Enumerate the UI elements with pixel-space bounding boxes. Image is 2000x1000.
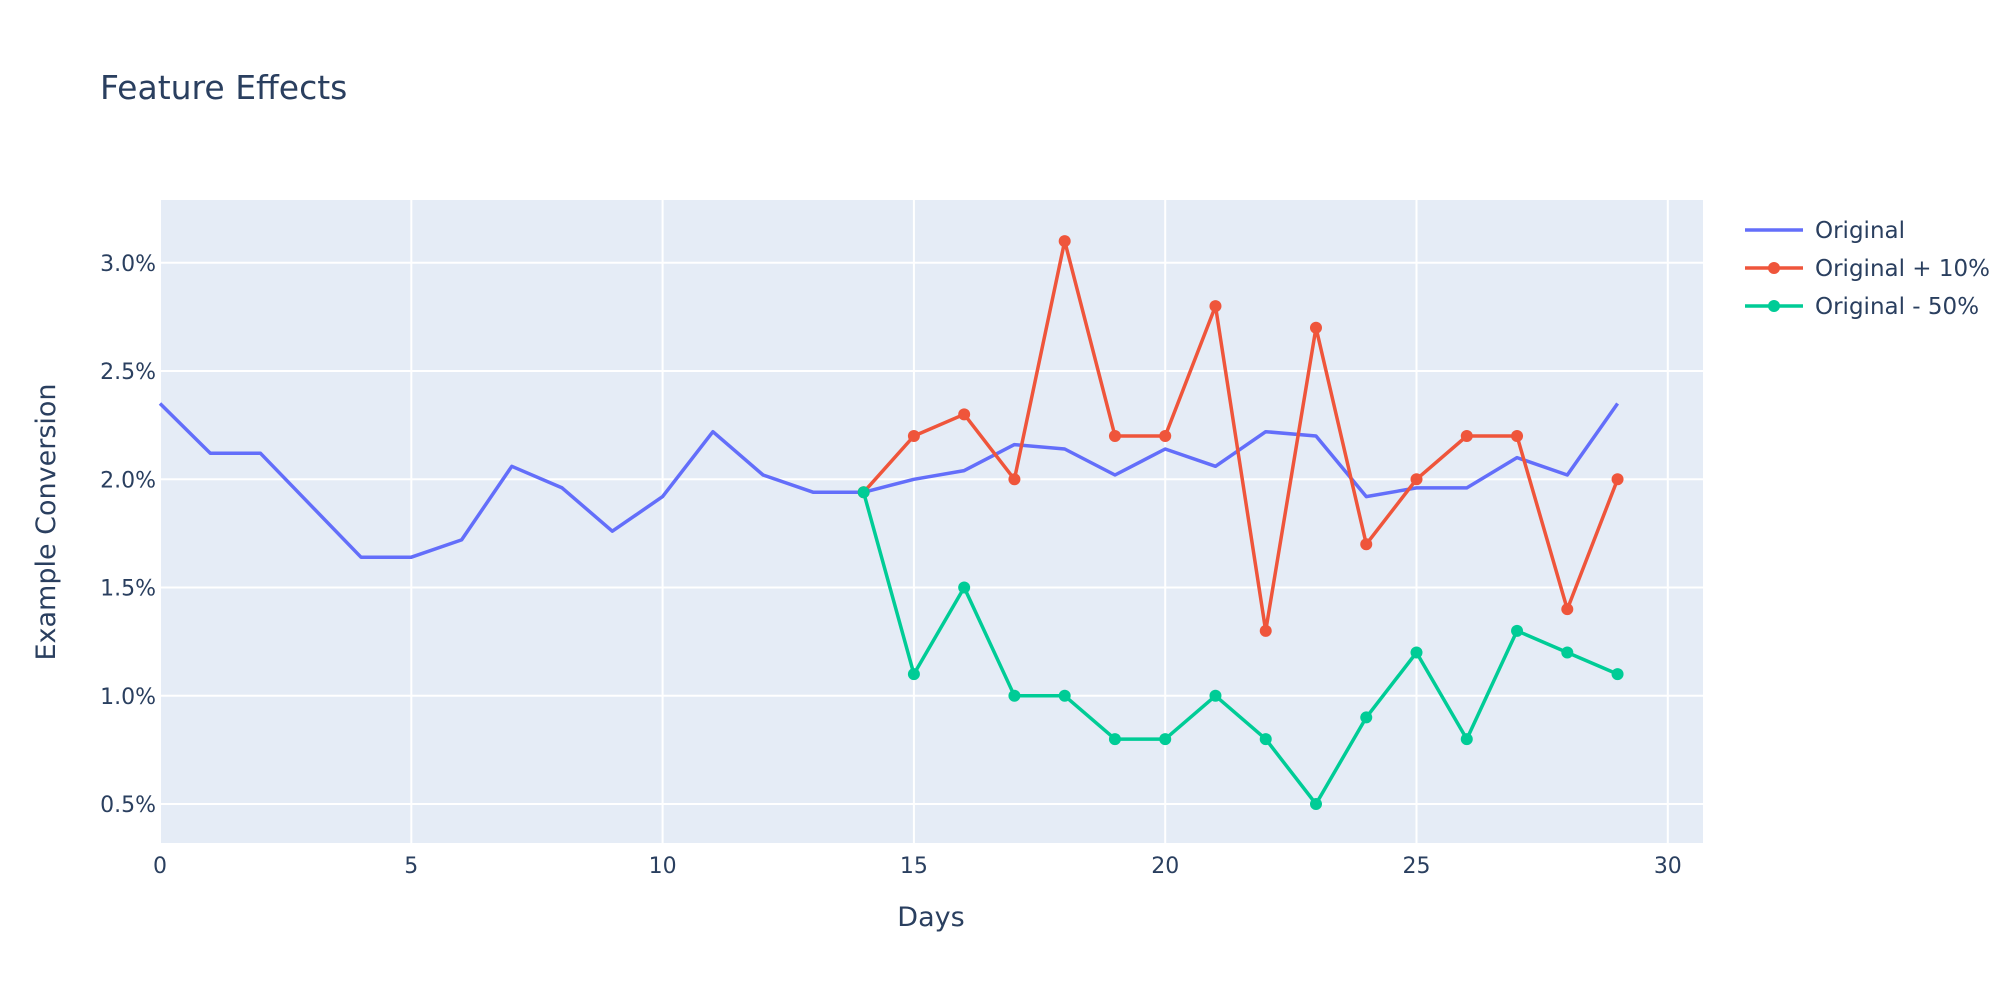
data-point: [857, 486, 870, 499]
data-point: [907, 429, 920, 442]
series-group: [158, 235, 1624, 811]
legend-marker: [1768, 262, 1780, 274]
x-tick-label: 0: [153, 854, 167, 879]
x-tick-label: 5: [404, 854, 418, 879]
tick-labels: 0 5 10 15 20 25 30 0.5% 1.0% 1.5% 2.0% 2.5% 3.0%: [100, 252, 1682, 879]
series-line: [862, 239, 1620, 633]
legend-label: Original + 10%: [1815, 256, 1990, 282]
data-point: [958, 581, 971, 594]
y-axis-title: Example Conversion: [31, 383, 62, 660]
data-point: [1511, 624, 1524, 637]
legend-item[interactable]: Original + 10%: [1745, 256, 1990, 282]
x-tick-label: 25: [1403, 854, 1431, 879]
data-point: [1209, 689, 1222, 702]
data-point: [1410, 646, 1423, 659]
data-point: [1058, 689, 1071, 702]
data-point: [1058, 235, 1071, 248]
x-tick-label: 10: [649, 854, 677, 879]
x-tick-label: 30: [1654, 854, 1682, 879]
legend-item[interactable]: Original - 50%: [1745, 294, 1979, 320]
legend-marker: [1768, 300, 1780, 312]
gridlines: [159, 200, 1703, 843]
data-point: [958, 408, 971, 421]
data-point: [1611, 473, 1624, 486]
data-point: [1360, 711, 1373, 724]
data-point: [1008, 473, 1021, 486]
data-point: [1410, 473, 1423, 486]
chart-title: Feature Effects: [100, 68, 347, 107]
y-tick-label: 0.5%: [100, 793, 156, 818]
series-1: [158, 402, 1620, 559]
y-tick-label: 1.0%: [100, 685, 156, 710]
data-point: [1360, 538, 1373, 551]
data-point: [1108, 429, 1121, 442]
legend-label: Original: [1815, 218, 1905, 244]
y-tick-label: 2.0%: [100, 468, 156, 493]
data-point: [1209, 300, 1222, 313]
x-tick-label: 15: [900, 854, 928, 879]
series-line: [158, 402, 1620, 559]
data-point: [907, 668, 920, 681]
series-2: [857, 235, 1624, 637]
series-3: [857, 486, 1624, 811]
data-point: [1159, 733, 1172, 746]
legend-label: Original - 50%: [1815, 294, 1979, 320]
data-point: [1561, 646, 1574, 659]
data-point: [1309, 798, 1322, 811]
legend-item[interactable]: Original: [1745, 218, 1905, 244]
y-tick-label: 1.5%: [100, 577, 156, 602]
plot-area: [160, 200, 1703, 843]
data-point: [1108, 733, 1121, 746]
data-point: [1259, 624, 1272, 637]
data-point: [1259, 733, 1272, 746]
legend[interactable]: Original Original + 10% Original - 50%: [1745, 218, 1990, 320]
data-point: [1309, 321, 1322, 334]
y-tick-label: 2.5%: [100, 360, 156, 385]
data-point: [1008, 689, 1021, 702]
y-tick-label: 3.0%: [100, 252, 156, 277]
series-line: [861, 491, 1619, 806]
data-point: [1561, 603, 1574, 616]
x-tick-label: 20: [1151, 854, 1179, 879]
data-point: [1159, 429, 1172, 442]
data-point: [1460, 429, 1473, 442]
data-point: [1611, 668, 1624, 681]
data-point: [1511, 429, 1524, 442]
x-axis-title: Days: [897, 902, 964, 933]
data-point: [1460, 733, 1473, 746]
